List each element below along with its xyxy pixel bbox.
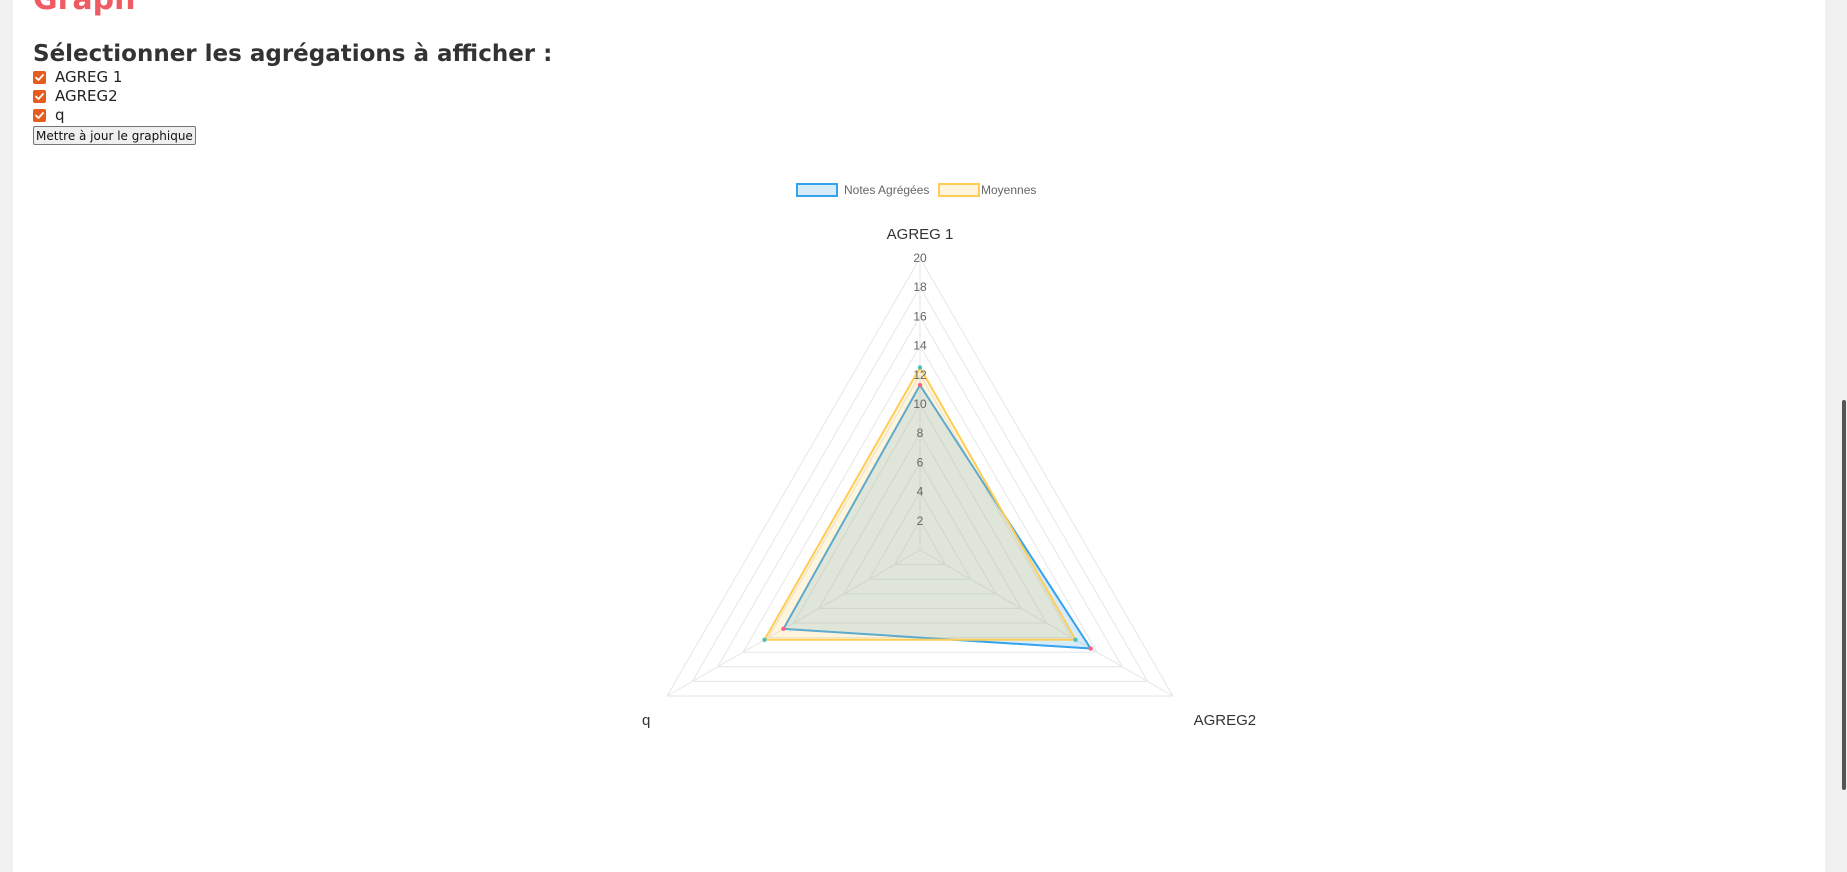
scrollbar-track[interactable] [1838, 0, 1847, 872]
tick-label: 16 [913, 309, 927, 323]
checkbox-q[interactable] [33, 109, 46, 122]
tick-label: 10 [913, 397, 927, 411]
checkbox-label-agreg1: AGREG 1 [55, 68, 123, 86]
tick-label: 8 [917, 426, 924, 440]
angle-line [666, 549, 921, 697]
data-point [917, 382, 923, 388]
legend-label: Moyennes [981, 183, 1036, 197]
check-icon [35, 112, 44, 119]
data-point [781, 626, 786, 632]
series-area-1 [763, 366, 1077, 641]
tick-label: 6 [917, 455, 924, 469]
update-chart-button[interactable]: Mettre à jour le graphique [33, 126, 196, 145]
grid-ring [666, 256, 1174, 697]
grid-ring [691, 286, 1149, 682]
check-icon [35, 93, 44, 100]
checkbox-row-agreg2: AGREG2 [33, 87, 122, 106]
section-title: Graph [33, 0, 136, 18]
check-icon [35, 74, 44, 81]
data-point [762, 637, 767, 642]
checkbox-label-q: q [55, 106, 65, 124]
page-content: Graph Sélectionner les agrégations à aff… [13, 0, 1825, 872]
tick-label: 12 [913, 368, 927, 382]
angle-line [919, 549, 1174, 697]
data-point [1073, 637, 1078, 642]
axis-label: AGREG 1 [887, 226, 954, 243]
axis-label: q [642, 712, 650, 729]
legend-swatch [796, 183, 838, 197]
tick-label: 18 [913, 280, 927, 294]
grid-ring [792, 402, 1048, 624]
aggregation-checkbox-list: AGREG 1 AGREG2 q [33, 68, 122, 125]
grid-ring [868, 490, 972, 580]
checkbox-label-agreg2: AGREG2 [55, 87, 118, 105]
legend-swatch [938, 183, 980, 197]
tick-label: 2 [917, 514, 924, 528]
checkbox-agreg1[interactable] [33, 71, 46, 84]
axis-label: AGREG2 [1194, 712, 1257, 729]
tick-label: 20 [913, 251, 927, 265]
scrollbar-thumb[interactable] [1842, 400, 1846, 790]
grid-ring [893, 519, 947, 566]
data-point [1088, 646, 1093, 651]
tick-label: 14 [913, 339, 927, 353]
grid-ring [716, 315, 1124, 668]
checkbox-agreg2[interactable] [33, 90, 46, 103]
tick-label: 4 [917, 485, 924, 499]
checkbox-row-agreg1: AGREG 1 [33, 68, 122, 87]
grid-ring [817, 432, 1023, 609]
legend-label: Notes Agrégées [844, 183, 929, 197]
checkbox-row-q: q [33, 106, 122, 125]
grid-ring [742, 344, 1098, 653]
grid-ring [843, 461, 997, 595]
data-point [917, 365, 923, 370]
aggregation-select-title: Sélectionner les agrégations à afficher … [33, 41, 553, 67]
